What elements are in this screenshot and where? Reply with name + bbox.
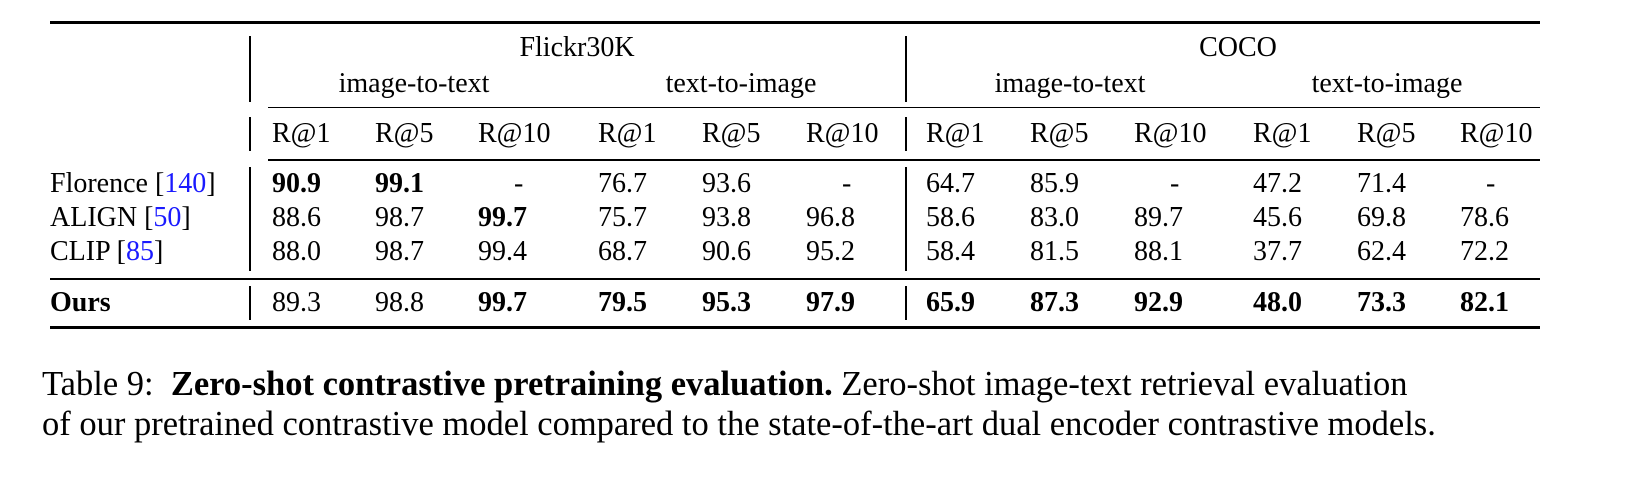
- row-label-ours: Ours: [50, 287, 111, 318]
- table-cell: 88.1: [1134, 236, 1183, 267]
- citation-link[interactable]: 85: [125, 236, 154, 267]
- table-cell: 95.3: [702, 287, 751, 318]
- column-separator: [905, 286, 907, 320]
- model-name: Florence: [50, 168, 155, 199]
- table-cell: 92.9: [1134, 287, 1183, 318]
- table-cell: 73.3: [1357, 287, 1406, 318]
- table-cell: 79.5: [598, 287, 647, 318]
- table-cell: -: [842, 168, 852, 199]
- table-cell: 81.5: [1030, 236, 1079, 267]
- header-bottom-rule: [268, 159, 1540, 161]
- table-caption: Table 9: Zero-shot contrastive pretraini…: [42, 364, 1552, 444]
- table-cell: 45.6: [1253, 202, 1302, 233]
- metric-header: R@5: [375, 118, 434, 149]
- subgroup-header-text-to-image: text-to-image: [665, 68, 817, 99]
- table-cell: 62.4: [1357, 236, 1406, 267]
- table-cell: 99.4: [478, 236, 527, 267]
- table-cell: 78.6: [1460, 202, 1509, 233]
- table-cell: 98.8: [375, 287, 424, 318]
- column-separator: [249, 286, 251, 320]
- table-cell: 75.7: [598, 202, 647, 233]
- group-header-flickr30k: Flickr30K: [519, 32, 635, 63]
- caption-title: Zero-shot contrastive pretraining evalua…: [170, 365, 833, 403]
- metric-header: R@5: [1357, 118, 1416, 149]
- subgroup-header-image-to-text: image-to-text: [994, 68, 1146, 99]
- table-cell: 83.0: [1030, 202, 1079, 233]
- table-cell: 85.9: [1030, 168, 1079, 199]
- table-cell: 96.8: [806, 202, 855, 233]
- caption-label: Table 9:: [42, 365, 154, 403]
- table-top-rule: [50, 21, 1540, 24]
- metric-header: R@1: [926, 118, 985, 149]
- table-cell: 71.4: [1357, 168, 1406, 199]
- citation-link[interactable]: 140: [164, 168, 207, 199]
- column-separator: [905, 167, 907, 271]
- table-cell: 76.7: [598, 168, 647, 199]
- metric-header: R@10: [1460, 118, 1533, 149]
- caption-line-1: Table 9: Zero-shot contrastive pretraini…: [42, 364, 1552, 404]
- table-cell: 48.0: [1253, 287, 1302, 318]
- metric-header: R@5: [702, 118, 761, 149]
- column-separator: [249, 167, 251, 271]
- table-cell: 93.6: [702, 168, 751, 199]
- table-cell: 47.2: [1253, 168, 1302, 199]
- column-separator: [905, 117, 907, 151]
- table-cell: 98.7: [375, 236, 424, 267]
- table-cell: 99.7: [478, 287, 527, 318]
- citation-bracket: ]: [206, 168, 216, 199]
- table-cell: 65.9: [926, 287, 975, 318]
- metric-header: R@5: [1030, 118, 1089, 149]
- metric-header: R@1: [272, 118, 331, 149]
- citation-link[interactable]: 50: [153, 202, 182, 233]
- table-cell: 89.3: [272, 287, 321, 318]
- table-cell: 97.9: [806, 287, 855, 318]
- metric-header: R@1: [598, 118, 657, 149]
- column-separator: [249, 117, 251, 151]
- subgroup-header-image-to-text: image-to-text: [338, 68, 490, 99]
- citation-bracket: ]: [181, 202, 191, 233]
- metric-header: R@10: [1134, 118, 1207, 149]
- row-label-align: ALIGN [50]: [50, 202, 191, 233]
- metric-header: R@1: [1253, 118, 1312, 149]
- table-cell: 37.7: [1253, 236, 1302, 267]
- table-cell: 98.7: [375, 202, 424, 233]
- table-cell: -: [1486, 168, 1496, 199]
- table-cell: -: [514, 168, 524, 199]
- subgroup-header-text-to-image: text-to-image: [1311, 68, 1463, 99]
- caption-line-2: of our pretrained contrastive model comp…: [42, 405, 1436, 443]
- table-cell: -: [1170, 168, 1180, 199]
- table-cell: 88.0: [272, 236, 321, 267]
- table-cell: 99.1: [375, 168, 424, 199]
- table-cell: 90.9: [272, 168, 321, 199]
- table-cell: 99.7: [478, 202, 527, 233]
- group-header-coco: COCO: [1199, 32, 1277, 63]
- table-cell: 58.4: [926, 236, 975, 267]
- model-name: CLIP: [50, 236, 117, 267]
- citation-bracket: ]: [153, 236, 164, 267]
- table-cell: 68.7: [598, 236, 647, 267]
- table-cell: 88.6: [272, 202, 321, 233]
- caption-text: Zero-shot image-text retrieval evaluatio…: [832, 365, 1408, 403]
- table-cell: 58.6: [926, 202, 975, 233]
- ours-separator-rule: [50, 278, 1540, 280]
- table-cell: 87.3: [1030, 287, 1079, 318]
- subgroup-rule: [268, 107, 1540, 108]
- table-cell: 64.7: [926, 168, 975, 199]
- row-label-florence: Florence [140]: [50, 168, 216, 199]
- table-cell: 95.2: [806, 236, 855, 267]
- column-separator: [905, 36, 907, 102]
- table-cell: 72.2: [1460, 236, 1509, 267]
- table-cell: 93.8: [702, 202, 751, 233]
- table-cell: 69.8: [1357, 202, 1406, 233]
- table-cell: 82.1: [1460, 287, 1509, 318]
- column-separator: [249, 36, 251, 102]
- metric-header: R@10: [806, 118, 879, 149]
- model-name: ALIGN: [50, 202, 145, 233]
- row-label-clip: CLIP [85]: [50, 236, 164, 267]
- table-cell: 90.6: [702, 236, 751, 267]
- table-cell: 89.7: [1134, 202, 1183, 233]
- metric-header: R@10: [478, 118, 551, 149]
- table-bottom-rule: [50, 326, 1540, 329]
